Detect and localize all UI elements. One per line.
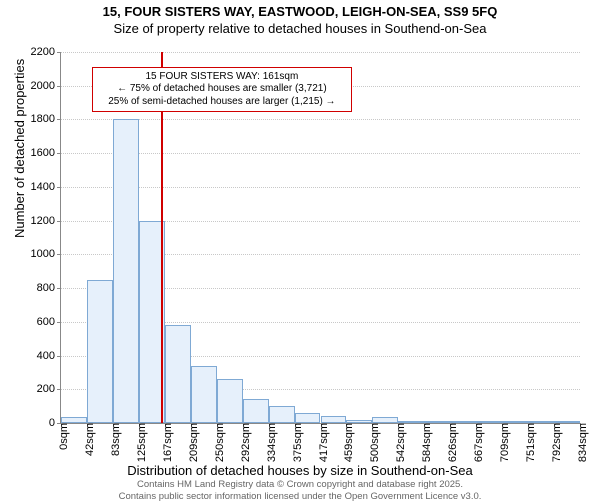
annotation-line: 25% of semi-detached houses are larger (… <box>99 96 345 109</box>
chart-footer: Contains HM Land Registry data © Crown c… <box>0 479 600 502</box>
plot-region: 0200400600800100012001400160018002000220… <box>60 52 580 424</box>
title-line1: 15, FOUR SISTERS WAY, EASTWOOD, LEIGH-ON… <box>0 4 600 19</box>
x-tick-label: 542sqm <box>389 423 407 462</box>
footer-line1: Contains HM Land Registry data © Crown c… <box>0 479 600 490</box>
histogram-bar <box>321 416 347 423</box>
chart-plot-area: 0200400600800100012001400160018002000220… <box>60 52 580 424</box>
x-axis-label: Distribution of detached houses by size … <box>0 463 600 478</box>
x-tick-label: 375sqm <box>286 423 304 462</box>
y-tick-label: 200 <box>37 383 61 395</box>
x-tick-label: 125sqm <box>130 423 148 462</box>
y-tick-label: 600 <box>37 316 61 328</box>
x-tick-label: 792sqm <box>545 423 563 462</box>
x-tick-label: 459sqm <box>337 423 355 462</box>
x-tick-label: 167sqm <box>156 423 174 462</box>
x-tick-label: 584sqm <box>415 423 433 462</box>
histogram-bar <box>87 280 113 423</box>
x-tick-label: 500sqm <box>363 423 381 462</box>
histogram-bar <box>295 413 321 423</box>
chart-title: 15, FOUR SISTERS WAY, EASTWOOD, LEIGH-ON… <box>0 4 600 36</box>
y-tick-label: 2200 <box>31 46 61 58</box>
histogram-bar <box>113 119 139 423</box>
histogram-bar <box>243 399 269 423</box>
y-gridline <box>61 187 580 188</box>
title-line2: Size of property relative to detached ho… <box>0 21 600 36</box>
x-tick-label: 209sqm <box>182 423 200 462</box>
y-tick-label: 2000 <box>31 80 61 92</box>
x-tick-label: 667sqm <box>467 423 485 462</box>
annotation-line: 15 FOUR SISTERS WAY: 161sqm <box>99 71 345 84</box>
x-tick-label: 292sqm <box>234 423 252 462</box>
y-tick-label: 800 <box>37 282 61 294</box>
y-gridline <box>61 119 580 120</box>
y-gridline <box>61 52 580 53</box>
histogram-bar <box>191 366 217 423</box>
y-tick-label: 1800 <box>31 113 61 125</box>
histogram-bar <box>217 379 243 423</box>
x-tick-label: 417sqm <box>312 423 330 462</box>
annotation-line: ← 75% of detached houses are smaller (3,… <box>99 83 345 96</box>
x-tick-label: 250sqm <box>208 423 226 462</box>
y-tick-label: 400 <box>37 350 61 362</box>
x-tick-label: 42sqm <box>78 423 96 456</box>
y-gridline <box>61 153 580 154</box>
x-tick-label: 334sqm <box>260 423 278 462</box>
y-tick-label: 1000 <box>31 248 61 260</box>
y-tick-label: 1600 <box>31 147 61 159</box>
x-tick-label: 751sqm <box>519 423 537 462</box>
x-tick-label: 0sqm <box>52 423 70 450</box>
annotation-box: 15 FOUR SISTERS WAY: 161sqm← 75% of deta… <box>92 67 352 113</box>
x-tick-label: 709sqm <box>493 423 511 462</box>
x-tick-label: 83sqm <box>104 423 122 456</box>
y-axis-label: Number of detached properties <box>12 59 27 238</box>
footer-line2: Contains public sector information licen… <box>0 491 600 502</box>
histogram-bar <box>165 325 191 423</box>
x-tick-label: 626sqm <box>441 423 459 462</box>
histogram-bar <box>269 406 295 423</box>
y-tick-label: 1200 <box>31 215 61 227</box>
y-tick-label: 1400 <box>31 181 61 193</box>
x-tick-label: 834sqm <box>571 423 589 462</box>
